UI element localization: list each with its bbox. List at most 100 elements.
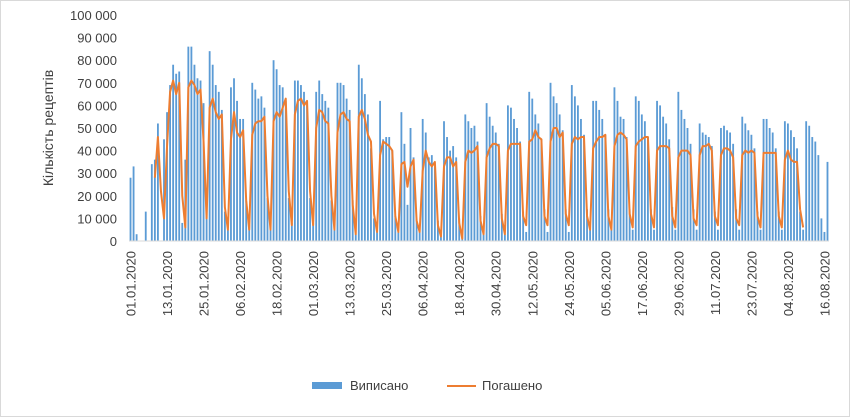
bar-vypysano (367, 114, 369, 241)
bar-vypysano (227, 229, 229, 241)
bar-vypysano (510, 107, 512, 241)
x-tick-label: 18.02.2020 (270, 251, 285, 316)
bar-vypysano (220, 109, 223, 241)
bar-vypysano (643, 121, 646, 241)
bar-vypysano (415, 218, 418, 241)
bar-vypysano (488, 116, 491, 241)
bar-vypysano (345, 98, 348, 242)
legend-swatch-vypysano (312, 382, 342, 389)
bar-vypysano (522, 211, 525, 241)
bar-vypysano (616, 100, 619, 241)
bar-vypysano (278, 85, 281, 241)
y-tick-label: 30 000 (77, 166, 117, 181)
x-tick-label: 25.01.2020 (197, 251, 212, 316)
bar-vypysano (640, 114, 643, 241)
bar-vypysano (144, 211, 147, 241)
bar-vypysano (327, 107, 330, 241)
bar-vypysano (744, 123, 747, 241)
y-tick-label: 40 000 (77, 144, 117, 159)
bar-vypysano (449, 150, 451, 241)
x-tick-label: 18.04.2020 (452, 251, 467, 316)
legend-label-vypysano: Виписано (350, 378, 408, 393)
bar-vypysano (266, 198, 269, 241)
bar-vypysano (723, 125, 725, 241)
bar-vypysano (513, 118, 515, 241)
bar-vypysano (741, 116, 744, 241)
bar-vypysano (473, 125, 476, 241)
y-tick-label: 0 (110, 234, 117, 249)
bar-vypysano (793, 137, 795, 241)
bar-vypysano (720, 128, 722, 241)
bar-vypysano (583, 134, 585, 241)
bar-vypysano (811, 137, 814, 241)
bar-vypysano (479, 216, 482, 241)
bar-vypysano (543, 209, 546, 241)
bar-vypysano (701, 132, 704, 241)
bar-vypysano (750, 134, 753, 241)
bar-vypysano (245, 200, 248, 241)
bar-vypysano (129, 177, 132, 241)
bar-vypysano (467, 121, 470, 241)
bar-vypysano (561, 130, 564, 241)
bar-vypysano (260, 96, 263, 241)
bar-vypysano (284, 100, 287, 241)
bar-vypysano (406, 204, 409, 241)
x-tick-label: 06.04.2020 (416, 251, 431, 316)
bar-vypysano (202, 103, 205, 241)
x-tick-label: 12.05.2020 (525, 251, 540, 316)
bar-vypysano (577, 105, 579, 242)
bar-vypysano (214, 85, 217, 241)
bar-vypysano (172, 64, 175, 241)
bar-vypysano (768, 128, 771, 241)
bar-vypysano (771, 132, 774, 241)
bar-vypysano (698, 123, 701, 241)
bar-vypysano (412, 157, 415, 241)
bar-vypysano (680, 109, 683, 241)
bar-vypysano (738, 229, 741, 241)
bar-vypysano (598, 109, 601, 241)
bar-vypysano (306, 100, 308, 241)
bar-vypysano (580, 118, 582, 241)
bar-vypysano (695, 229, 698, 241)
bar-vypysano (150, 164, 153, 241)
bar-vypysano (787, 123, 789, 241)
bar-vypysano (269, 225, 272, 241)
bar-vypysano (777, 211, 780, 241)
bar-vypysano (397, 231, 400, 241)
bar-vypysano (780, 229, 783, 241)
bar-vypysano (497, 143, 500, 241)
bar-vypysano (455, 157, 458, 241)
bar-vypysano (704, 134, 707, 241)
bar-vypysano (132, 166, 135, 241)
bar-vypysano (166, 112, 168, 242)
bar-vypysano (662, 116, 665, 241)
bar-vypysano (823, 231, 826, 241)
bar-vypysano (363, 94, 366, 241)
bar-vypysano (254, 89, 257, 241)
bar-vypysano (500, 213, 503, 241)
y-tick-label: 20 000 (77, 189, 117, 204)
y-tick-label: 10 000 (77, 211, 117, 226)
bar-vypysano (373, 218, 375, 241)
y-axis-title: Кількість рецептів (40, 70, 56, 186)
x-tick-label: 16.08.2020 (817, 251, 832, 316)
bar-vypysano (409, 128, 412, 241)
bar-vypysano (333, 229, 336, 241)
bar-vypysano (762, 118, 765, 241)
bar-vypysano (805, 121, 808, 241)
x-tick-label: 29.06.2020 (671, 251, 686, 316)
bar-vypysano (300, 85, 302, 241)
bar-vypysano (555, 103, 558, 241)
bar-vypysano (199, 80, 202, 241)
bar-vypysano (491, 125, 494, 241)
bar-vypysano (647, 137, 649, 241)
bar-vypysano (275, 69, 278, 242)
bar-vypysano (601, 118, 604, 241)
bar-vypysano (625, 137, 628, 241)
x-tick-label: 13.03.2020 (343, 251, 358, 316)
bar-vypysano (713, 211, 716, 241)
x-tick-label: 30.04.2020 (489, 251, 504, 316)
bar-vypysano (799, 211, 801, 241)
y-tick-label: 100 000 (70, 8, 117, 23)
